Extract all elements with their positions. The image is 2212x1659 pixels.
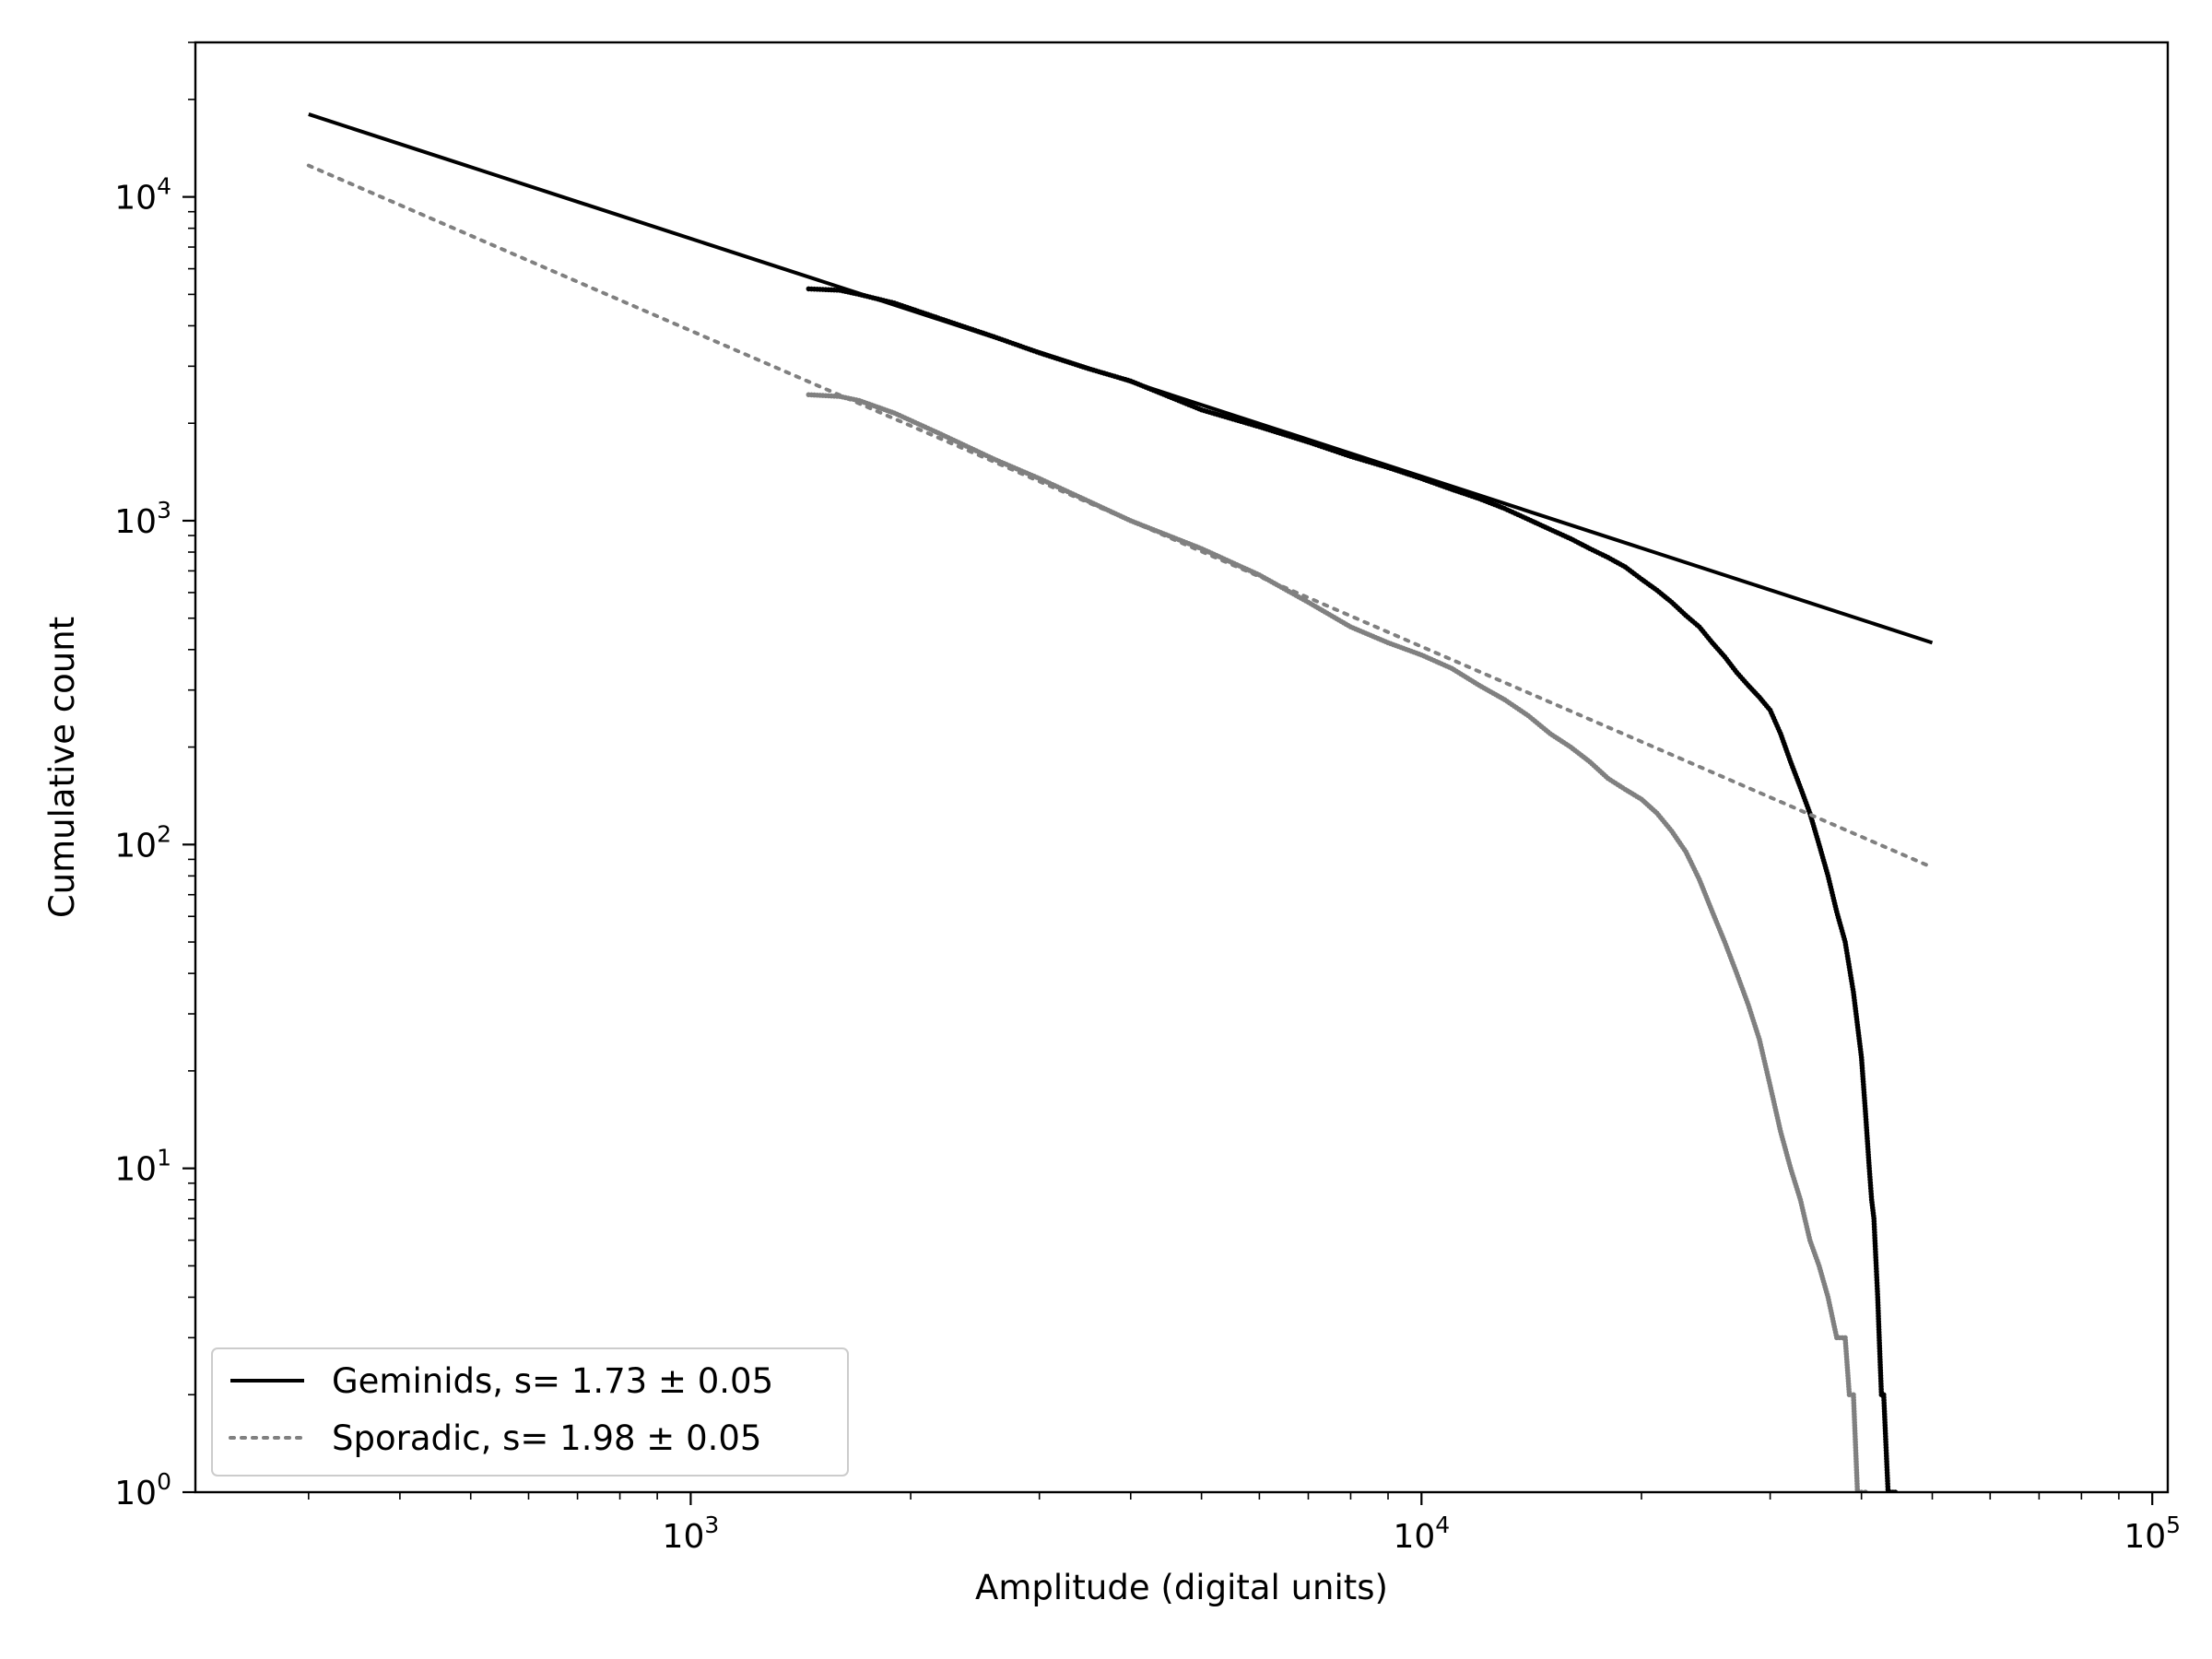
y-axis-title: Cumulative count [42,617,82,918]
y-tick-label: 101 [114,1145,171,1189]
legend-label: Geminids, s= 1.73 ± 0.05 [332,1361,773,1401]
axes-layer: 103 104 105 100 101 102 103 104 [114,41,2181,1556]
y-tick-label: 100 [114,1468,171,1512]
x-tick-label: 103 [663,1512,720,1556]
x-tick-label: 104 [1393,1512,1450,1556]
y-tick-label: 102 [114,820,171,865]
legend-label: Sporadic, s= 1.98 ± 0.05 [332,1418,761,1458]
x-axis-title: Amplitude (digital units) [975,1568,1388,1607]
y-tick-label: 104 [114,173,171,218]
x-tick-label: 105 [2124,1512,2181,1556]
axes-frame [194,41,2170,1494]
plot-background [195,42,2168,1492]
y-tick-label: 103 [114,497,171,541]
data-layer [306,112,1935,1492]
legend-box [211,1347,849,1477]
legend: Geminids, s= 1.73 ± 0.05 Sporadic, s= 1.9… [211,1347,849,1477]
series-geminids [308,112,1934,1492]
data-point [1846,1392,1853,1398]
series-sporadic [306,163,1935,1492]
plot-area [195,42,2168,1492]
